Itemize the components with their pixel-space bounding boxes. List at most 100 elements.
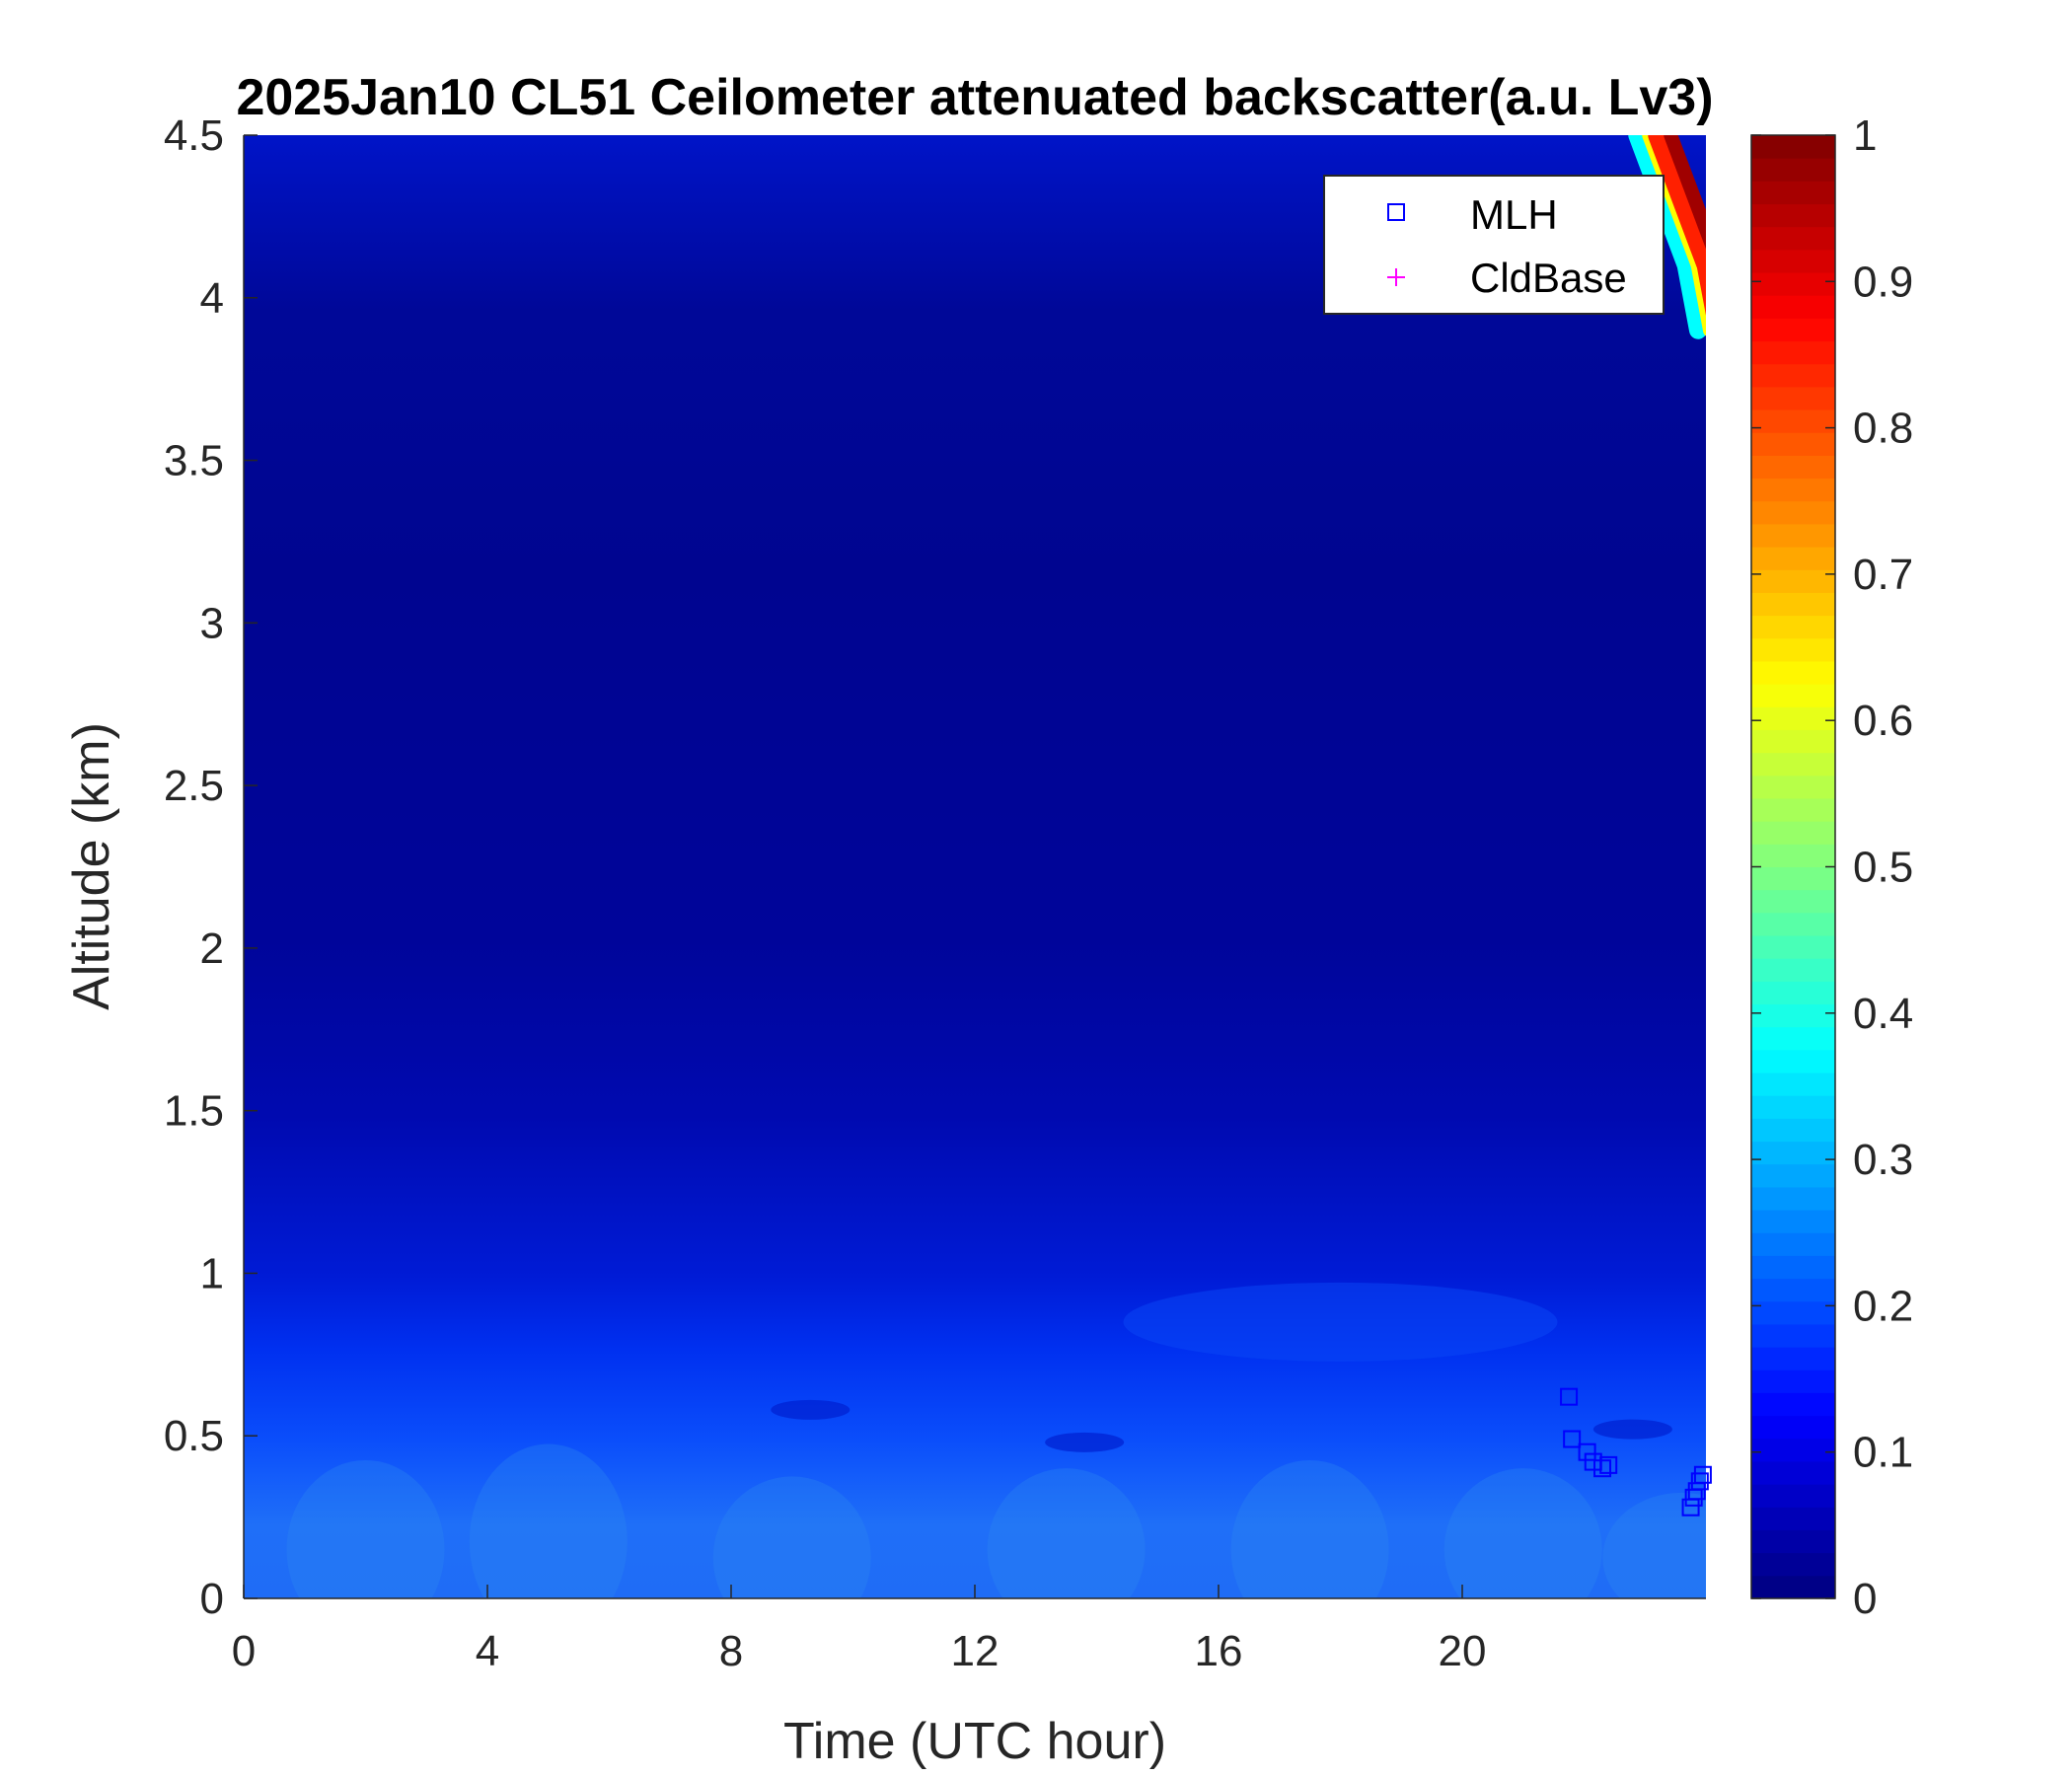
colorbar-segment [1751, 1255, 1835, 1280]
x-tick-label: 4 [476, 1627, 499, 1675]
colorbar-segment [1751, 1552, 1835, 1577]
layer-top-pocket [1045, 1432, 1125, 1452]
x-tick-label: 20 [1439, 1627, 1487, 1675]
colorbar-segment [1751, 409, 1835, 433]
y-tick-label: 4 [200, 274, 224, 323]
colorbar-segment [1751, 158, 1835, 182]
colorbar-segment [1751, 729, 1835, 754]
colorbar-segment [1751, 226, 1835, 251]
colorbar-segment [1751, 272, 1835, 296]
colorbar-segment [1751, 295, 1835, 319]
colorbar-segment [1751, 363, 1835, 388]
x-axis-label: Time (UTC hour) [783, 1713, 1166, 1770]
y-tick-label: 3.5 [164, 437, 224, 485]
legend: MLH CldBase [1323, 175, 1665, 315]
colorbar-segment [1751, 1049, 1835, 1073]
colorbar-segment [1751, 432, 1835, 456]
colorbar-segment [1751, 500, 1835, 525]
aerosol-plume [1602, 1492, 1706, 1598]
colorbar-segment [1751, 135, 1835, 159]
colorbar-segment [1751, 1095, 1835, 1119]
colorbar-segment [1751, 821, 1835, 845]
y-tick-label: 2.5 [164, 762, 224, 810]
colorbar-segment [1751, 1438, 1835, 1462]
colorbar-segment [1751, 1232, 1835, 1256]
colorbar-segment [1751, 1369, 1835, 1393]
colorbar-segment [1751, 1300, 1835, 1325]
colorbar: 0 0.1 0.2 0.3 0.4 0.5 0.6 0.7 0.8 0.9 1 [1750, 111, 1913, 1623]
y-tick-label: 4.5 [164, 111, 224, 160]
colorbar-tick-label: 0.2 [1853, 1282, 1913, 1330]
cloud-feature [1628, 135, 1706, 339]
x-tick-label: 16 [1195, 1627, 1243, 1675]
mlh-point [1693, 1465, 1712, 1484]
aerosol-plume [1230, 1459, 1389, 1598]
colorbar-segment [1751, 615, 1835, 639]
colorbar-segment [1751, 1415, 1835, 1440]
colorbar-tick-label: 0.9 [1853, 258, 1913, 306]
mlh-point [1690, 1472, 1709, 1491]
colorbar-segment [1751, 569, 1835, 593]
colorbar-segment [1751, 958, 1835, 982]
plot-area [244, 135, 1706, 1598]
colorbar-tick-label: 1 [1853, 111, 1877, 160]
colorbar-segment [1751, 981, 1835, 1005]
mlh-point [1563, 1430, 1582, 1448]
layer-top-pocket [1592, 1419, 1672, 1440]
colorbar-tick-label: 0.1 [1853, 1429, 1913, 1477]
colorbar-segment [1751, 1278, 1835, 1302]
colorbar-segment [1751, 249, 1835, 273]
colorbar-segment [1751, 523, 1835, 548]
colorbar-segment [1751, 1163, 1835, 1188]
colorbar-segment [1751, 1575, 1835, 1599]
layer-top-pocket [771, 1399, 851, 1420]
y-tick-label: 1.5 [164, 1087, 224, 1136]
colorbar-segment [1751, 478, 1835, 502]
x-tick-label: 8 [719, 1627, 743, 1675]
colorbar-segment [1751, 1347, 1835, 1370]
colorbar-segment [1751, 1392, 1835, 1417]
colorbar-segment [1751, 318, 1835, 342]
cloud-feature [1664, 135, 1706, 250]
colorbar-tick-label: 0.6 [1853, 697, 1913, 745]
mlh-series [1560, 1387, 1712, 1517]
aerosol-plume [469, 1443, 628, 1598]
legend-cldbase-label: CldBase [1470, 255, 1627, 301]
colorbar-segment [1751, 775, 1835, 799]
colorbar-segment [1751, 752, 1835, 777]
y-tick-label: 0 [200, 1575, 224, 1623]
colorbar-segment [1751, 866, 1835, 891]
colorbar-segment [1751, 547, 1835, 570]
colorbar-tick-label: 0.3 [1853, 1136, 1913, 1184]
colorbar-segment [1751, 912, 1835, 936]
colorbar-segment [1751, 1507, 1835, 1530]
aerosol-plume [712, 1476, 871, 1598]
colorbar-tick-label: 0.7 [1853, 551, 1913, 599]
x-axis: 0 4 8 12 16 20 [232, 1585, 1706, 1675]
mlh-point [1560, 1387, 1579, 1406]
y-tick-label: 1 [200, 1249, 224, 1297]
colorbar-segment [1751, 1003, 1835, 1028]
colorbar-segment [1751, 844, 1835, 867]
colorbar-segment [1751, 706, 1835, 730]
y-axis: 0 0.5 1 1.5 2 2.5 3 3.5 4 4.5 [164, 111, 258, 1623]
colorbar-segment [1751, 1484, 1835, 1508]
elevated-aerosol-layer [1123, 1282, 1558, 1362]
colorbar-segment [1751, 1210, 1835, 1233]
colorbar-segment [1751, 684, 1835, 707]
mlh-point [1593, 1459, 1612, 1478]
colorbar-segment [1751, 1460, 1835, 1485]
colorbar-tick-label: 0.8 [1853, 405, 1913, 453]
colorbar-tick-label: 0.4 [1853, 990, 1913, 1038]
colorbar-segment [1751, 203, 1835, 228]
colorbar-segment [1751, 1529, 1835, 1554]
mlh-point [1578, 1443, 1596, 1461]
colorbar-segment [1751, 181, 1835, 205]
colorbar-segment [1751, 935, 1835, 959]
colorbar-segment [1751, 637, 1835, 662]
aerosol-plume [1443, 1468, 1602, 1598]
y-tick-label: 2 [200, 925, 224, 973]
legend-mlh-marker [1387, 203, 1405, 221]
aerosol-plume [987, 1468, 1146, 1598]
